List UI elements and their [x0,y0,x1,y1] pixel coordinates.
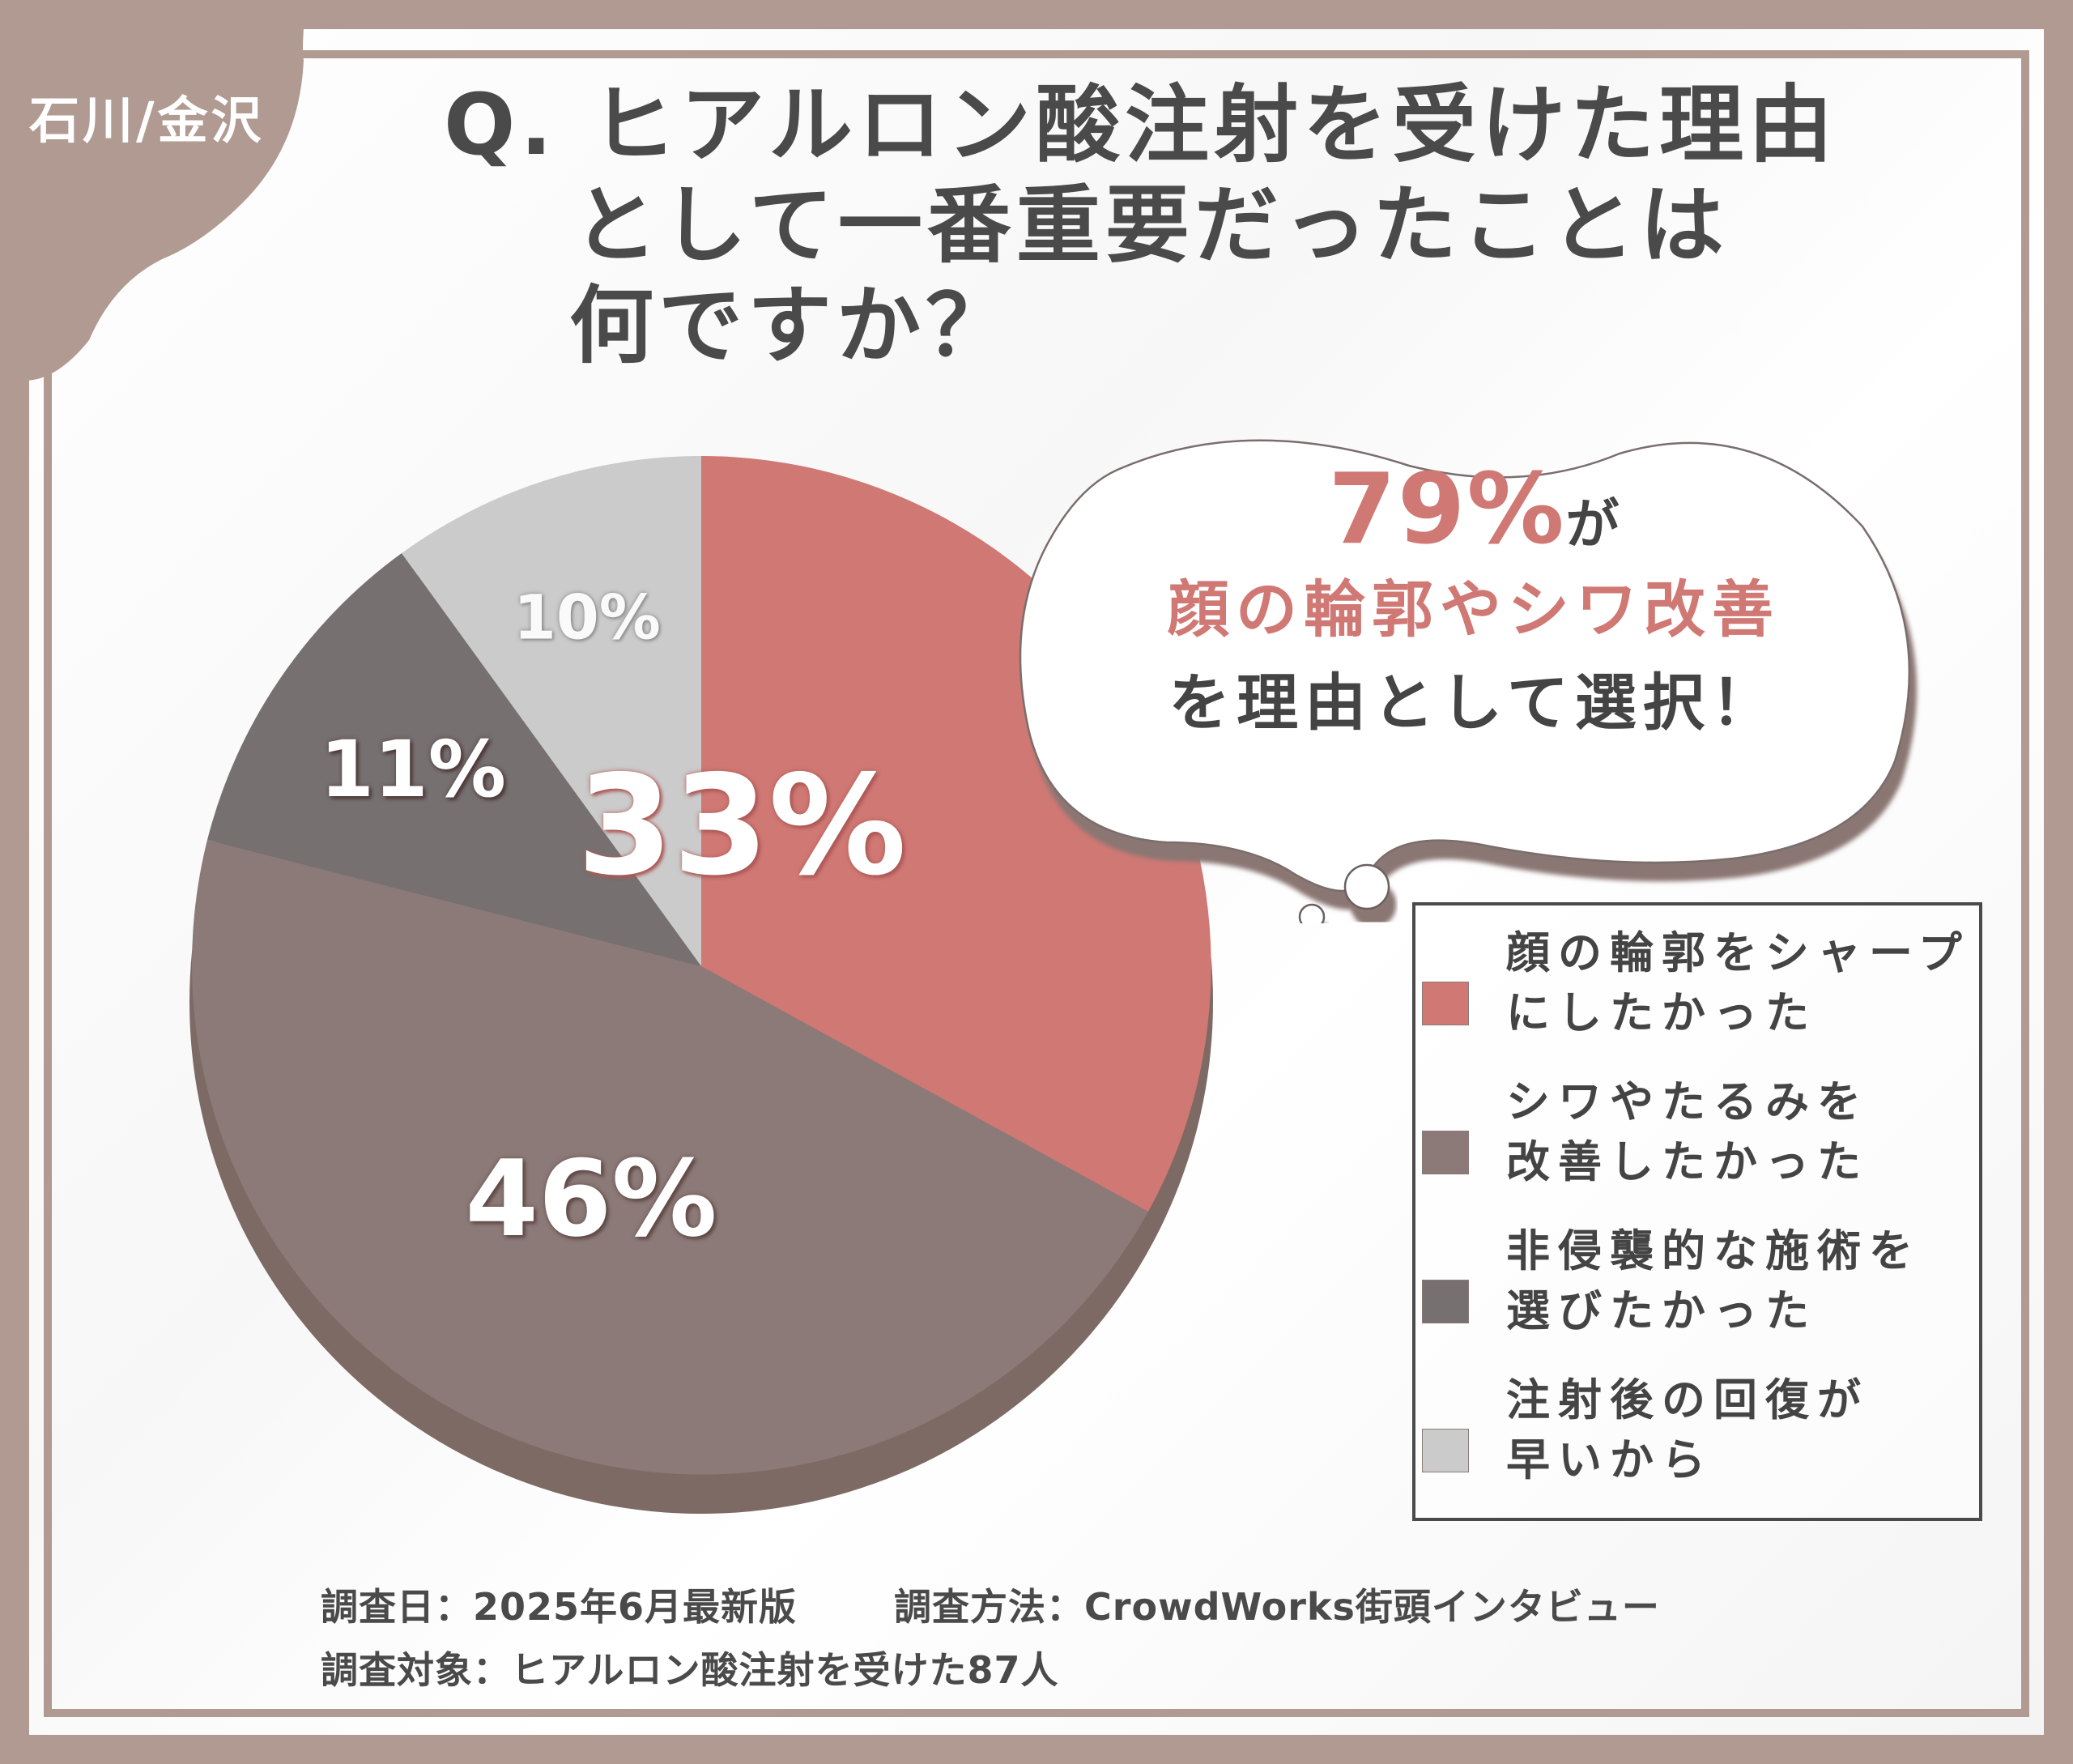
legend-label: 注射後の回復が 早いから [1506,1370,1869,1490]
legend-label-line2: にしたかった [1506,987,1817,1038]
survey-target: 調査対象：ヒアルロン酸注射を受けた87人 [321,1648,1059,1692]
legend-label-line2: 早いから [1506,1434,1713,1485]
slice-recovery [402,456,701,966]
legend-label-line2: 改善したかった [1506,1136,1869,1187]
pie-label-11: 11% [320,724,506,815]
legend-label: シワやたるみを 改善したかった [1506,1072,1869,1192]
legend-item: 注射後の回復が 早いから [1415,1370,1979,1521]
chart-legend: 顔の輪郭をシャープ にしたかった シワやたるみを 改善したかった 非侵襲的な施術… [1412,902,1982,1521]
legend-swatch-wrinkles [1422,1131,1469,1174]
slice-noninvasive [207,553,701,966]
legend-label-line1: シワやたるみを [1506,1076,1869,1127]
legend-item: 非侵襲的な施術を 選びたかった [1415,1221,1979,1372]
callout-headline: 79% が [1028,454,1919,567]
callout-particle: が [1565,493,1620,556]
slice-wrinkles [192,840,1149,1475]
callout-highlight: 顔の輪郭やシワ改善 [1168,573,1780,646]
legend-label: 顔の輪郭をシャープ にしたかった [1506,923,1970,1043]
survey-method: 調査方法：CrowdWorks街頭インタビュー [894,1585,1660,1629]
legend-swatch-recovery [1422,1429,1469,1472]
inner-frame [44,50,2029,1717]
legend-label-line1: 顔の輪郭をシャープ [1506,927,1970,978]
callout-conclusion: を理由として選択！ [1168,667,1779,739]
legend-swatch-noninvasive [1422,1280,1469,1323]
legend-label: 非侵襲的な施術を 選びたかった [1506,1221,1921,1341]
callout-text: 79% が 顔の輪郭やシワ改善 を理由として選択！ [1028,454,1919,752]
question-title: Q. ヒアルロン酸注射を受けた理由 として一番重要だったことは 何ですか？ [444,75,1837,376]
callout-percent: 79% [1328,454,1566,566]
survey-info-line-1: 調査日：2025年6月最新版 調査方法：CrowdWorks街頭インタビュー [321,1578,1660,1631]
pie-label-10: 10% [513,581,661,654]
legend-item: シワやたるみを 改善したかった [1415,1072,1979,1223]
legend-item: 顔の輪郭をシャープ にしたかった [1415,923,1979,1074]
legend-swatch-contour [1422,982,1469,1025]
survey-date: 調査日：2025年6月最新版 [321,1585,798,1629]
pie-label-46: 46% [465,1137,717,1260]
legend-label-line1: 非侵襲的な施術を [1506,1225,1921,1276]
pie-chart: 33% 46% 11% 10% [162,437,1263,1539]
title-line-3: 何ですか？ [569,276,1015,375]
pie-svg [189,456,1213,1514]
speech-bubble [1019,439,1911,923]
title-line-1: Q. ヒアルロン酸注射を受けた理由 [444,75,1838,174]
survey-info-line-2: 調査対象：ヒアルロン酸注射を受けた87人 [321,1641,1059,1694]
pie-label-33: 33% [577,746,907,906]
legend-label-line2: 選びたかった [1506,1285,1817,1336]
region-tag: 石川/金沢 [29,91,265,150]
title-line-2: として一番重要だったことは [573,176,1729,275]
corner-blob-decoration [0,0,306,382]
legend-label-line1: 注射後の回復が [1506,1374,1869,1425]
